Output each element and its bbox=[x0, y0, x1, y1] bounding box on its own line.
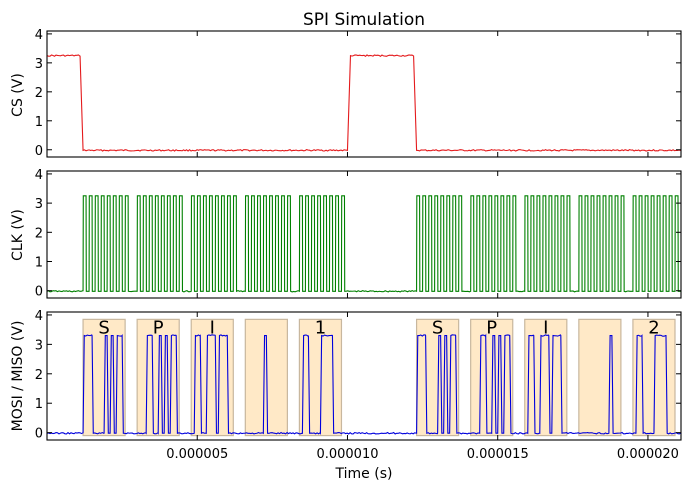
y-tick-label: 1 bbox=[35, 397, 43, 412]
byte-char-label: S bbox=[98, 317, 109, 338]
y-tick-label: 4 bbox=[35, 309, 43, 324]
mosi-miso-panel: S P I 1 S P I 2 0 1 2 3 4 0.000005 0.000010 0.000015 0.0… bbox=[35, 309, 682, 462]
cs-panel: 0 1 2 3 4 bbox=[35, 28, 682, 159]
byte-char-label: P bbox=[486, 317, 497, 338]
y-tick-label: 2 bbox=[35, 226, 43, 241]
x-tick-label: 0.000005 bbox=[166, 447, 228, 462]
y-tick-label: 0 bbox=[35, 285, 43, 300]
y-tick-label: 1 bbox=[35, 256, 43, 271]
byte-char-label: 1 bbox=[315, 317, 326, 338]
x-axis-label: Time (s) bbox=[335, 466, 393, 482]
byte-char-label: I bbox=[543, 317, 548, 338]
y-tick-label: 3 bbox=[35, 57, 43, 72]
byte-highlight-box bbox=[190, 318, 234, 437]
axes-frame bbox=[46, 170, 682, 299]
x-tick-label: 0.000020 bbox=[617, 447, 679, 462]
y-tick-label: 4 bbox=[35, 168, 43, 183]
cs-y-axis-label: CS (V) bbox=[10, 73, 26, 117]
clk-panel: 0 1 2 3 4 bbox=[35, 168, 682, 300]
signal-trace bbox=[46, 54, 682, 152]
signal-trace bbox=[46, 333, 682, 436]
clk-y-axis-label: CLK (V) bbox=[10, 209, 26, 261]
axes-frame bbox=[46, 311, 682, 441]
byte-highlight-box bbox=[298, 318, 343, 437]
byte-char-label: 2 bbox=[648, 317, 659, 338]
byte-char-label: S bbox=[432, 317, 443, 338]
axes-frame bbox=[46, 30, 682, 158]
byte-char-label: I bbox=[210, 317, 215, 338]
signal-trace bbox=[46, 195, 681, 293]
mosi-miso-y-axis-label: MOSI / MISO (V) bbox=[10, 321, 26, 432]
y-tick-label: 2 bbox=[35, 86, 43, 101]
y-tick-label: 2 bbox=[35, 368, 43, 383]
x-tick-label: 0.000010 bbox=[316, 447, 378, 462]
y-tick-label: 3 bbox=[35, 338, 43, 353]
y-tick-label: 1 bbox=[35, 115, 43, 130]
chart-title: SPI Simulation bbox=[303, 10, 425, 30]
byte-highlight-box bbox=[524, 318, 568, 437]
y-tick-label: 0 bbox=[35, 144, 43, 159]
y-tick-label: 4 bbox=[35, 28, 43, 43]
y-tick-label: 0 bbox=[35, 427, 43, 442]
byte-char-label: P bbox=[153, 317, 164, 338]
y-tick-label: 3 bbox=[35, 197, 43, 212]
byte-highlight-box bbox=[578, 318, 622, 437]
x-tick-label: 0.000015 bbox=[467, 447, 529, 462]
